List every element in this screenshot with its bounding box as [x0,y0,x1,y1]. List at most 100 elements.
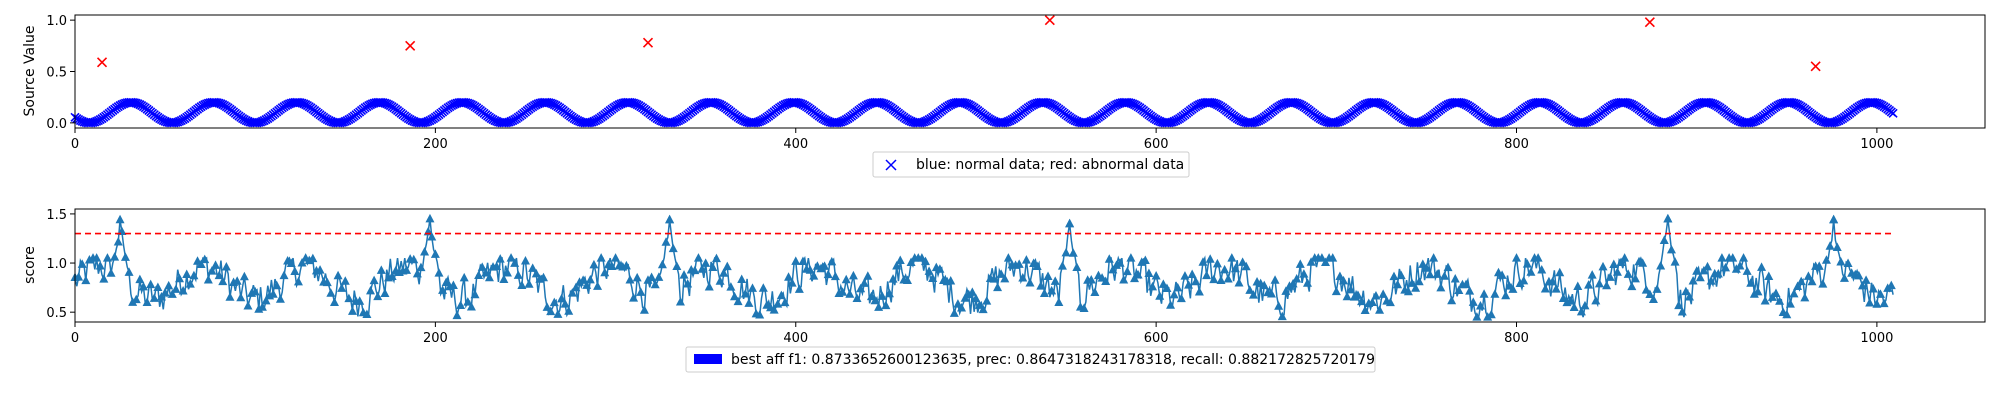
score-point [654,272,664,281]
score-point [160,287,170,297]
score-point [344,293,354,303]
score-point [1465,286,1475,295]
score-point [1122,266,1132,276]
score-point [809,271,819,280]
score-point [697,264,707,273]
score-point [1054,297,1064,306]
score-point [1782,309,1792,319]
score-point [719,268,729,277]
score-point [1133,270,1143,279]
score-point [102,253,112,262]
y-axis-label: Source Value [22,26,38,117]
score-point [1692,266,1702,275]
score-point [1266,288,1276,298]
score-peak-point [1663,213,1673,223]
score-marks [70,213,1896,321]
score-peak-point [425,213,435,223]
score-point [557,293,567,303]
score-point [1155,291,1165,300]
score-point [239,271,249,281]
score-point [1411,283,1421,292]
score-point [380,288,390,298]
score-point [935,264,945,273]
score-point [1746,278,1756,287]
score-point [373,291,383,301]
score-point [1728,253,1738,262]
x-tick-label: 800 [1504,331,1529,346]
score-point [131,294,141,304]
score-point [1162,283,1172,293]
score-point [1684,291,1694,301]
score-point [466,302,476,311]
score-point [1821,255,1831,264]
score-point [225,292,235,301]
score-point [1169,289,1179,299]
x-tick-label: 200 [423,137,448,152]
score-point [1447,295,1457,305]
score-point [524,279,534,288]
score-point [953,299,963,308]
score-point [1695,272,1705,282]
score-peak-point [1065,218,1075,228]
score-point [1555,267,1565,277]
score-point [477,262,487,271]
score-point [1587,270,1597,279]
score-point [1872,299,1882,308]
score-point [704,282,714,291]
score-point [1688,276,1698,285]
score-point [748,283,758,292]
score-point [1439,271,1449,280]
score-point [571,282,581,292]
score-point [200,254,210,264]
score-point [1173,282,1183,292]
x-tick-label: 600 [1144,331,1169,346]
score-point [322,277,332,287]
score-point [1191,276,1201,286]
score-point [1003,253,1013,262]
score-point [1814,261,1824,270]
score-point [636,287,646,296]
score-point [1627,281,1637,291]
score-point [607,261,617,270]
score-point [1508,284,1518,293]
score-point [1072,262,1082,272]
score-point [1818,279,1828,288]
score-point [1148,281,1158,291]
score-point [1047,285,1057,295]
score-point [1119,275,1129,284]
score-point [1321,257,1331,266]
score-point [340,276,350,285]
score-point [1025,278,1035,287]
y-axis-ticks: 0.0 0.5 1.0 [46,14,75,132]
score-point [1425,269,1435,279]
score-point [1357,296,1367,306]
score-point [805,265,815,274]
score-point [495,254,505,263]
score-point [290,266,300,276]
score-point [1018,273,1028,282]
score-point [441,277,451,286]
score-point [1605,272,1615,281]
score-point [355,296,365,305]
score-point [214,270,224,280]
score-point [1616,257,1626,267]
score-point [1558,293,1568,302]
score-point [1021,255,1031,264]
score-point [838,287,848,296]
score-point [798,256,808,265]
score-point [178,286,188,295]
score-point [892,261,902,270]
score-point [1742,266,1752,275]
score-point [135,274,145,284]
score-point [438,285,448,294]
score-point [138,281,148,291]
score-point [1176,293,1186,303]
score-point [92,253,102,262]
score-point [1612,267,1622,276]
score-point [1385,297,1395,307]
score-point [1875,289,1885,298]
score-point [499,274,509,284]
x-tick-label: 0 [71,331,79,346]
score-point [1656,260,1666,270]
score-point [773,299,783,308]
